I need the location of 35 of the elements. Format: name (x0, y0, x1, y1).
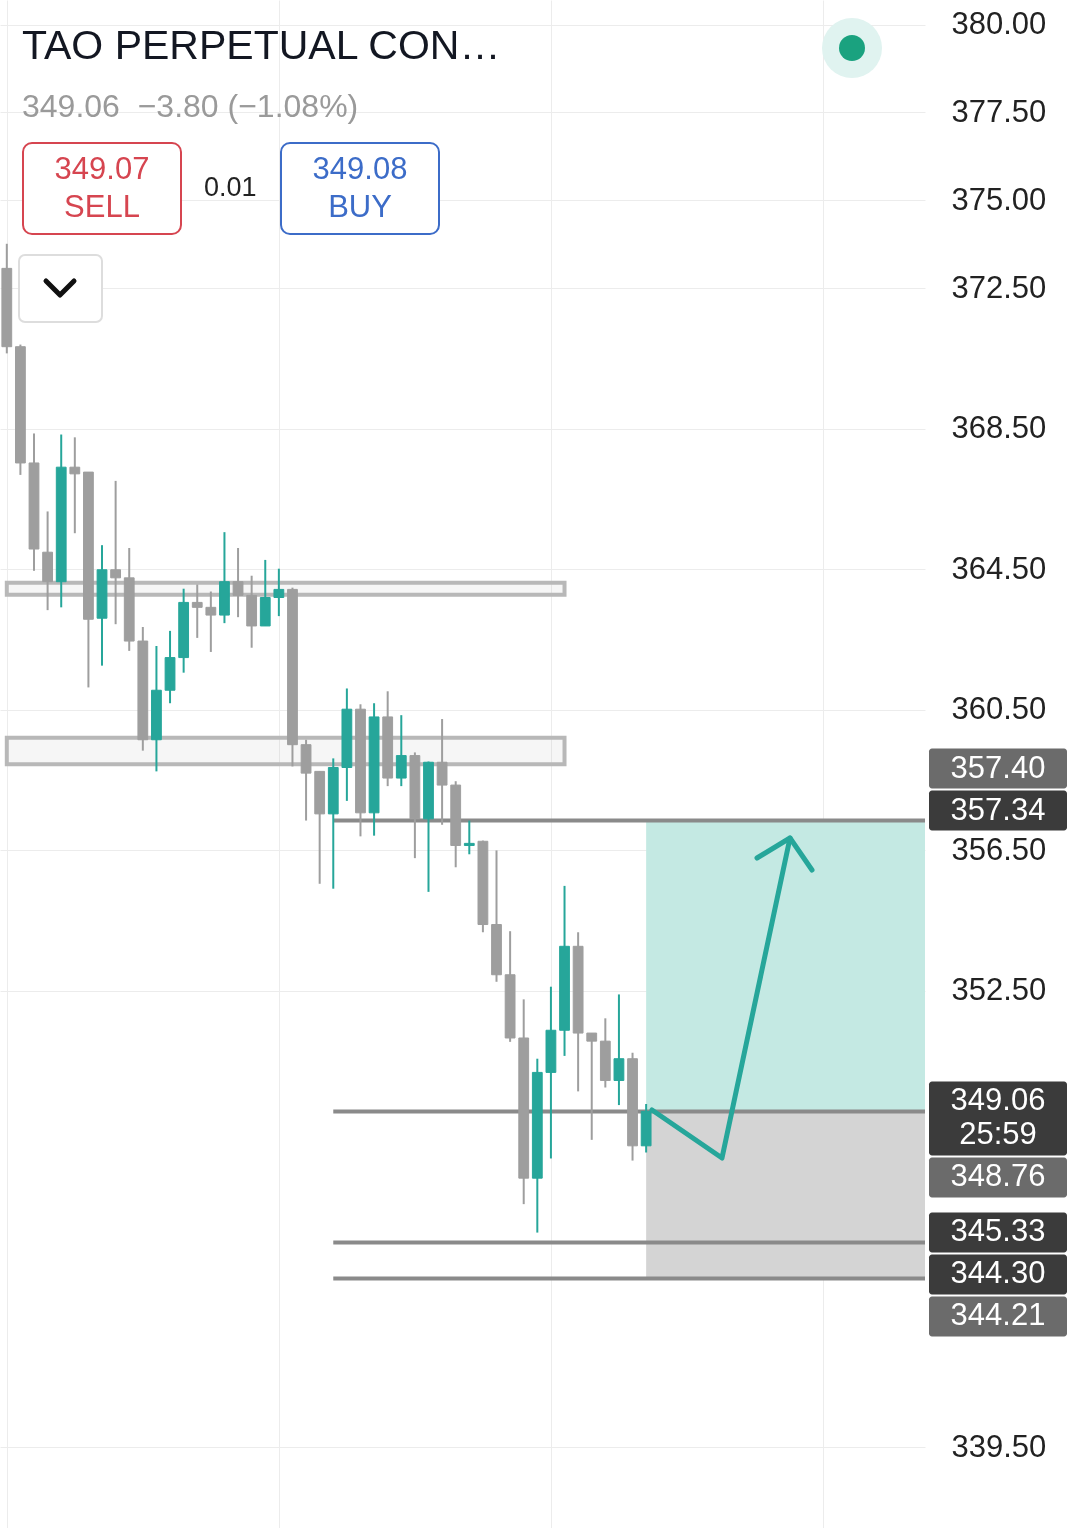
y-tick-label: 339.50 (951, 1428, 1047, 1464)
y-tick-label: 368.50 (951, 410, 1047, 446)
y-tick-label: 360.50 (951, 691, 1047, 727)
candlestick (586, 1032, 598, 1141)
y-tick-label: 356.50 (951, 831, 1047, 867)
candlestick (436, 718, 448, 826)
annotation: 0.01 (204, 172, 257, 203)
ref-line-label: 357.34 (950, 791, 1046, 827)
annotation: BUY (328, 189, 392, 224)
text: 348.76 (950, 1158, 1046, 1194)
text: 344.21 (950, 1297, 1046, 1333)
annotation: 349.06 −3.80 (−1.08%) (22, 88, 359, 125)
candlestick (232, 546, 244, 619)
candlestick (69, 436, 81, 535)
ref-line-label: 345.33 (950, 1213, 1046, 1249)
y-tick-label: 380.00 (951, 6, 1047, 42)
candlestick (191, 583, 203, 639)
text: 357.40 (950, 749, 1046, 785)
y-tick-label: 377.50 (951, 93, 1047, 129)
annotation: 349.07 (54, 151, 150, 186)
candlestick (395, 714, 407, 788)
candlestick (273, 567, 285, 618)
y-tick-label: 372.50 (951, 269, 1047, 305)
candlestick (463, 819, 475, 856)
candlestick (613, 993, 625, 1107)
candlestick (205, 590, 217, 653)
ref-line-label: 344.30 (950, 1255, 1046, 1291)
y-tick-label: 375.00 (951, 181, 1047, 217)
y-tick-label: 352.50 (951, 972, 1047, 1008)
y-tick-label: 364.50 (951, 550, 1047, 586)
ref-line-label: 349.06 25:59 (950, 1082, 1046, 1152)
annotation: SELL (64, 189, 140, 224)
text: TAO PERPETUAL CON… (22, 22, 501, 69)
annotation: 349.08 (312, 151, 408, 186)
candlestick (110, 479, 122, 626)
